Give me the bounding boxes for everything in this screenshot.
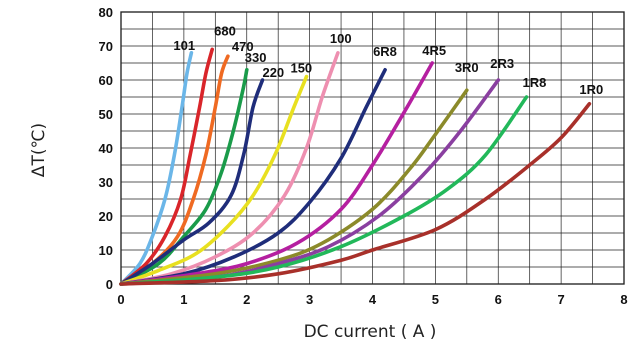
series-line-330 [119, 68, 249, 286]
series-label-680: 680 [214, 23, 236, 38]
y-tick-label: 40 [99, 141, 113, 156]
series-label-220: 220 [262, 65, 284, 80]
series-label-2r3: 2R3 [490, 56, 514, 71]
series-label-6r8: 6R8 [373, 44, 397, 59]
x-tick-label: 7 [558, 292, 565, 307]
series-line-4r5 [119, 61, 434, 286]
x-tick-label: 8 [620, 292, 627, 307]
series-label-150: 150 [290, 61, 312, 76]
y-axis-title: ΔT(℃) [29, 123, 49, 177]
series-line-100 [119, 51, 340, 286]
series-label-3r0: 3R0 [455, 60, 479, 75]
series-line-150 [119, 74, 309, 286]
series-line-680 [119, 47, 214, 286]
series-line-1r8 [119, 95, 529, 286]
x-tick-label: 0 [117, 292, 124, 307]
y-tick-label: 30 [99, 175, 113, 190]
x-tick-label: 6 [495, 292, 502, 307]
y-tick-label: 0 [106, 277, 113, 292]
x-tick-label: 1 [180, 292, 187, 307]
y-tick-label: 20 [99, 209, 113, 224]
series-label-470: 470 [232, 39, 254, 54]
series-label-100: 100 [330, 31, 352, 46]
series-label-1r0: 1R0 [579, 82, 603, 97]
x-tick-label: 2 [243, 292, 250, 307]
y-tick-label: 80 [99, 5, 113, 20]
series-line-1r0 [119, 102, 592, 286]
x-tick-label: 3 [306, 292, 313, 307]
y-tick-label: 70 [99, 39, 113, 54]
series-label-330: 330 [245, 50, 267, 65]
y-tick-label: 60 [99, 73, 113, 88]
x-tick-label: 5 [432, 292, 439, 307]
series-label-1r8: 1R8 [523, 75, 547, 90]
y-tick-label: 50 [99, 107, 113, 122]
series-line-3r0 [119, 88, 469, 286]
series-lines [119, 47, 592, 286]
series-label-101: 101 [173, 38, 195, 53]
x-axis-title: DC current ( A ) [304, 322, 437, 342]
series-label-4r5: 4R5 [422, 43, 446, 58]
y-tick-label: 10 [99, 243, 113, 258]
x-tick-label: 4 [369, 292, 377, 307]
series-line-6r8 [119, 68, 387, 286]
series-line-101 [119, 51, 194, 286]
series-line-220 [119, 78, 265, 286]
